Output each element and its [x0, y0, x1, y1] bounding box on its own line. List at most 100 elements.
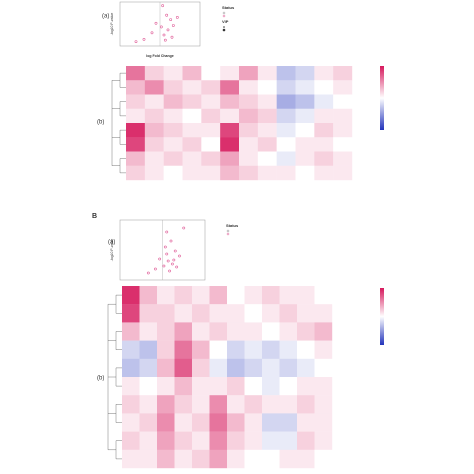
- heatmap-cell: [279, 286, 298, 305]
- heatmap-cell: [122, 322, 140, 341]
- heatmap-cell: [227, 431, 245, 450]
- heatmap-cell: [257, 137, 277, 152]
- y-axis-label: -log10 P-value: [110, 239, 114, 262]
- volcano-point: [150, 31, 154, 35]
- heatmap-cell: [239, 165, 259, 181]
- heatmap-cell: [227, 286, 245, 305]
- heatmap-cell: [122, 358, 140, 378]
- heatmap-cell: [122, 377, 140, 396]
- heatmap-cell: [144, 123, 164, 138]
- heatmap-cell: [333, 94, 353, 109]
- heatmap-cell: [139, 322, 158, 341]
- heatmap-cell: [244, 413, 263, 432]
- heatmap-cell: [139, 431, 158, 450]
- volcano-point: [163, 38, 167, 42]
- volcano-point: [158, 257, 162, 261]
- heatmap-cell: [295, 80, 315, 95]
- heatmap-cell: [314, 80, 334, 95]
- heatmap-cell: [192, 322, 210, 341]
- heatmap-cell: [220, 94, 240, 109]
- heatmap-cell: [262, 449, 280, 469]
- heatmap-cell: [227, 413, 245, 432]
- heatmap-cell: [192, 358, 210, 378]
- heatmap-cell: [244, 322, 263, 341]
- heatmap-cell: [244, 449, 263, 469]
- heatmap-cell: [192, 449, 210, 469]
- legend-title: VIP: [222, 19, 229, 24]
- heatmap-cell: [227, 340, 245, 359]
- heatmap-cell: [192, 286, 210, 305]
- heatmap-cell: [201, 165, 221, 181]
- heatmap-cell: [314, 137, 334, 152]
- heatmap-cell: [257, 151, 277, 166]
- heatmap-cell: [174, 286, 193, 305]
- heatmap-cell: [182, 108, 202, 124]
- heatmap-cell: [295, 66, 315, 81]
- heatmap-cell: [163, 66, 183, 81]
- heatmap-cell: [314, 377, 333, 396]
- heatmap-cell: [163, 108, 183, 124]
- x-axis-label: log Fold Change: [146, 54, 173, 58]
- heatmap-cell: [279, 395, 298, 414]
- heatmap-cell: [276, 94, 296, 109]
- heatmap-cell: [257, 80, 277, 95]
- heatmap-cell: [279, 431, 298, 450]
- heatmap-cell: [333, 165, 353, 181]
- heatmap-cell: [139, 449, 158, 469]
- heatmap-cell: [297, 431, 315, 450]
- heatmap-cell: [182, 123, 202, 138]
- heatmap-cell: [276, 66, 296, 81]
- volcano-point: [182, 226, 186, 230]
- heatmap-cell: [276, 108, 296, 124]
- volcano-point: [161, 4, 165, 8]
- heatmap-label: (b): [97, 120, 104, 126]
- heatmap-cell: [314, 94, 334, 109]
- heatmap-cell: [122, 449, 140, 469]
- heatmap-cell: [209, 413, 228, 432]
- volcano-point: [165, 13, 169, 17]
- volcano-point: [134, 40, 138, 44]
- dendrogram: [112, 158, 126, 174]
- heatmap-cell: [174, 449, 193, 469]
- heatmap-cell: [139, 340, 158, 359]
- heatmap-cell: [157, 377, 175, 396]
- heatmap-cell: [157, 358, 175, 378]
- heatmap-cell: [295, 165, 315, 181]
- heatmap-cell: [239, 137, 259, 152]
- heatmap-cell: [174, 413, 193, 432]
- heatmap-cell: [276, 137, 296, 152]
- legend-swatch: [223, 26, 225, 28]
- heatmap-cell: [144, 94, 164, 109]
- volcano-point: [163, 245, 167, 249]
- heatmap-cell: [126, 137, 146, 152]
- heatmap-cell: [182, 80, 202, 95]
- dendrogram: [108, 294, 122, 314]
- heatmap-cell: [220, 123, 240, 138]
- heatmap-cell: [174, 395, 193, 414]
- volcano-point: [171, 24, 175, 27]
- heatmap-cell: [209, 286, 228, 305]
- heatmap-cell: [209, 322, 228, 341]
- heatmap-cell: [209, 431, 228, 450]
- heatmap-cell: [262, 358, 280, 378]
- color-bar: [380, 66, 384, 130]
- heatmap-cell: [174, 358, 193, 378]
- dendrogram: [108, 331, 122, 350]
- heatmap-cell: [244, 304, 263, 323]
- heatmap-cell: [244, 286, 263, 305]
- heatmap-cell: [239, 108, 259, 124]
- heatmap-cell: [314, 449, 333, 469]
- volcano-point: [154, 267, 157, 271]
- volcano-point: [178, 254, 181, 258]
- legend-title: Status: [222, 5, 235, 10]
- legend-swatch: [222, 14, 226, 18]
- heatmap-cell: [209, 304, 228, 323]
- heatmap-cell: [163, 80, 183, 95]
- heatmap-cell: [163, 151, 183, 166]
- heatmap-cell: [139, 377, 158, 396]
- heatmap-cell: [333, 108, 353, 124]
- heatmap-cell: [163, 123, 183, 138]
- heatmap-cell: [314, 340, 333, 359]
- heatmap-cell: [295, 137, 315, 152]
- heatmap-cell: [314, 108, 334, 124]
